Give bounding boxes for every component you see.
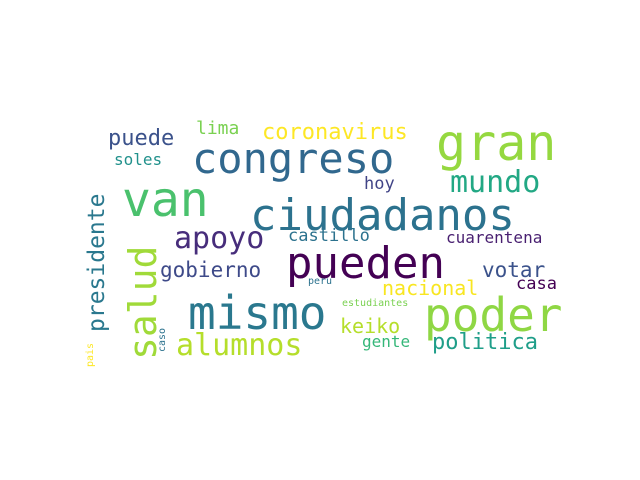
word-politica: politica xyxy=(432,330,538,355)
word-keiko: keiko xyxy=(340,314,401,338)
word-votar: votar xyxy=(482,258,546,282)
word-gran: gran xyxy=(436,114,557,172)
word-lima: lima xyxy=(196,118,240,139)
word-presidente: presidente xyxy=(84,193,110,332)
word-castillo: castillo xyxy=(288,226,370,246)
word-alumnos: alumnos xyxy=(176,328,303,363)
word-congreso: congreso xyxy=(192,134,395,183)
word-mismo: mismo xyxy=(188,286,327,340)
word-van: van xyxy=(122,172,209,228)
word-estudiantes: estudiantes xyxy=(342,298,409,309)
word-pais: pais xyxy=(85,342,96,367)
word-hoy: hoy xyxy=(364,174,395,194)
word-casa: casa xyxy=(516,274,557,294)
word-puede: puede xyxy=(108,126,175,151)
word-coronavirus: coronavirus xyxy=(262,120,408,145)
word-cloud: congreso gran ciudadanos van pueden mism… xyxy=(80,114,563,367)
word-nacional: nacional xyxy=(382,276,479,300)
word-poder: poder xyxy=(424,288,563,342)
word-caso: caso xyxy=(157,327,168,352)
word-soles: soles xyxy=(114,150,163,169)
word-peru: peru xyxy=(308,276,333,287)
word-pueden: pueden xyxy=(286,238,445,289)
word-cuarentena: cuarentena xyxy=(446,228,543,247)
word-ciudadanos: ciudadanos xyxy=(250,190,515,241)
word-apoyo: apoyo xyxy=(174,221,265,256)
word-mundo: mundo xyxy=(450,165,541,200)
word-gobierno: gobierno xyxy=(160,258,262,282)
word-gente: gente xyxy=(362,332,411,351)
